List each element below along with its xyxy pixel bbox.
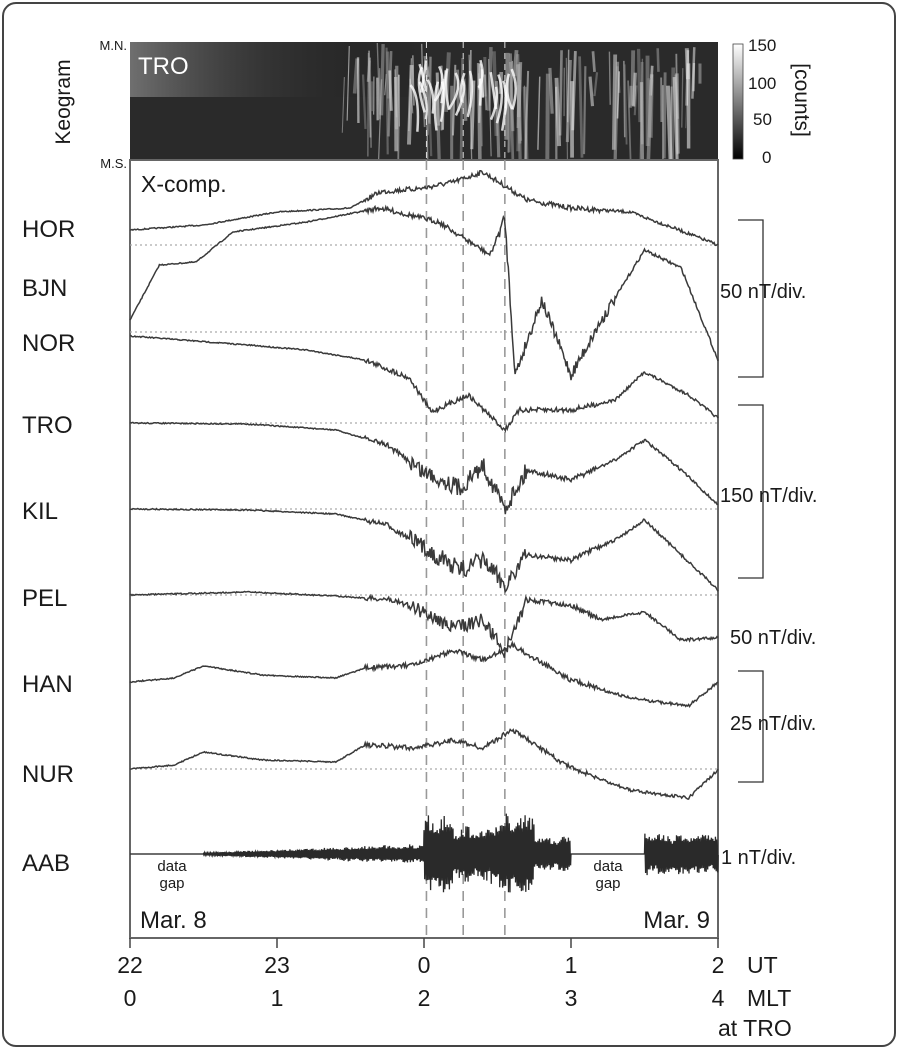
colorbar: 150 100 50 0 [counts] [733, 36, 813, 167]
keogram-streak [642, 82, 643, 160]
mlt-axis-sublabel: at TRO [718, 1015, 792, 1041]
mlt-tick-label: 3 [565, 985, 578, 1011]
keogram-streak [368, 58, 370, 82]
keogram-streak [388, 52, 389, 99]
colorbar-gradient [733, 44, 743, 159]
trace-tro [130, 422, 718, 514]
station-label-pel: PEL [22, 585, 67, 612]
keogram-streak [382, 44, 384, 115]
trace-nur [130, 730, 718, 800]
x-axis: 22 0 23 1 0 2 1 3 2 4 [117, 938, 724, 1011]
scale-label-2: 150 nT/div. [720, 485, 817, 507]
keogram-top-label: M.N. [100, 38, 127, 53]
keogram-streak [630, 86, 631, 108]
station-label-aab: AAB [22, 850, 70, 877]
station-label-kil: KIL [22, 498, 58, 525]
keogram-streak [639, 49, 640, 122]
mlt-tick-label: 4 [712, 985, 725, 1011]
ut-tick-label: 2 [712, 952, 725, 978]
colorbar-tick-0: 0 [762, 148, 771, 167]
keogram-streak [355, 59, 358, 94]
keogram-panel: TRO M.N. M.S. Keogram [52, 38, 718, 171]
colorbar-tick-50: 50 [753, 110, 772, 129]
gap-label-2-line2: gap [595, 875, 620, 892]
scale-label-1: 50 nT/div. [720, 281, 806, 303]
keogram-streak [422, 44, 423, 71]
trace-pel [130, 592, 718, 658]
keogram-bottom-label: M.S. [100, 156, 127, 171]
station-label-hor: HOR [22, 216, 75, 243]
keogram-streak [676, 54, 677, 155]
keogram-streak [634, 73, 636, 107]
date-label-start: Mar. 8 [140, 907, 207, 934]
gap-label-1-line1: data [157, 858, 187, 875]
gap-label-2-line1: data [593, 858, 623, 875]
keogram-station-label: TRO [138, 53, 189, 80]
colorbar-tick-100: 100 [748, 74, 776, 93]
keogram-streak [479, 63, 480, 160]
scale-label-5: 1 nT/div. [721, 847, 796, 869]
keogram-axis-label: Keogram [52, 59, 75, 144]
trace-aab [130, 814, 718, 893]
colorbar-unit: [counts] [790, 63, 813, 137]
trace-han [130, 643, 718, 707]
station-label-nor: NOR [22, 330, 75, 357]
mlt-tick-label: 1 [271, 985, 284, 1011]
keogram-streak [461, 58, 463, 160]
trace-kil [130, 509, 718, 592]
keogram-streak [664, 72, 665, 158]
keogram-streak [509, 79, 511, 152]
date-label-end: Mar. 9 [643, 907, 710, 934]
keogram-streak [687, 48, 688, 79]
scale-label-4: 25 nT/div. [730, 713, 816, 735]
ut-tick-label: 0 [418, 952, 431, 978]
station-label-nur: NUR [22, 761, 74, 788]
keogram-streak [593, 51, 595, 72]
keogram-streak [390, 70, 392, 110]
keogram-streak [547, 74, 548, 160]
ut-tick-label: 23 [264, 952, 290, 978]
scale-label-3: 50 nT/div. [730, 627, 816, 649]
station-traces [130, 171, 718, 893]
component-label: X-comp. [141, 171, 227, 197]
ut-tick-label: 1 [565, 952, 578, 978]
gap-label-1-line2: gap [159, 875, 184, 892]
trace-bjn [130, 207, 718, 381]
station-labels: HOR BJN NOR TRO KIL PEL HAN NUR AAB [22, 216, 75, 877]
trace-nor [130, 336, 718, 431]
ut-tick-label: 22 [117, 952, 143, 978]
mlt-tick-label: 2 [418, 985, 431, 1011]
station-label-han: HAN [22, 671, 73, 698]
keogram-streak [557, 78, 560, 146]
station-label-tro: TRO [22, 412, 73, 439]
mlt-tick-label: 0 [124, 985, 137, 1011]
mlt-axis-label: MLT [747, 985, 791, 1011]
keogram-streak [671, 87, 672, 160]
keogram-streak [550, 68, 552, 114]
keogram-streak [584, 66, 585, 154]
keogram-streak [658, 48, 659, 72]
keogram-streak [560, 50, 562, 135]
colorbar-tick-150: 150 [748, 36, 776, 55]
station-label-bjn: BJN [22, 275, 67, 302]
keogram-streak [609, 52, 610, 105]
ut-axis-label: UT [747, 952, 778, 978]
